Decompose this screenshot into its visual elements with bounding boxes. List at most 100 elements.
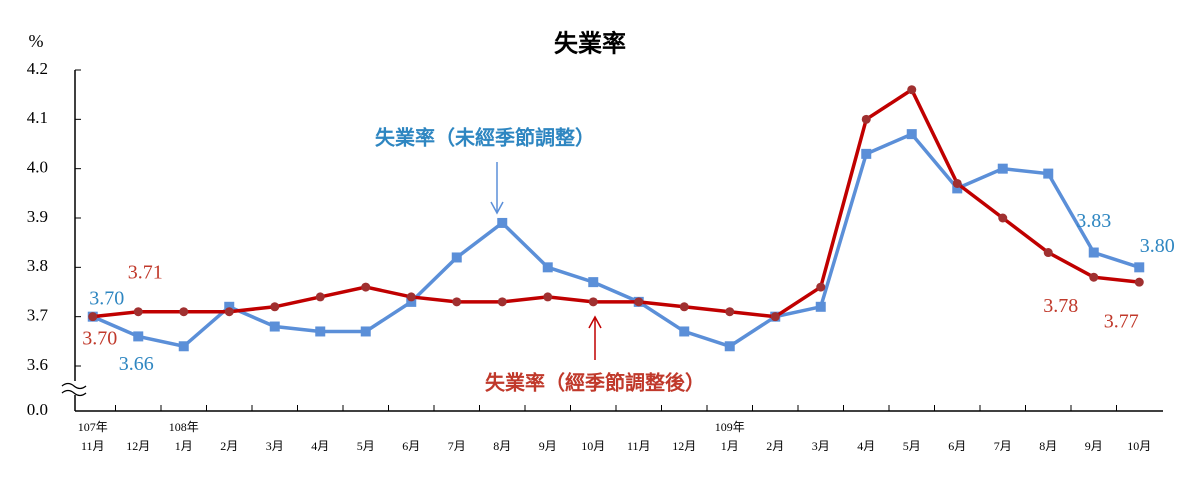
point	[679, 326, 690, 337]
series-line	[92, 132, 1140, 349]
x-tick-label: 4月	[857, 439, 875, 453]
point	[1043, 248, 1053, 258]
x-tick-label: 12月	[672, 439, 696, 453]
x-tick-label: 12月	[126, 439, 150, 453]
series-line	[92, 87, 1140, 319]
point	[861, 148, 872, 159]
point	[542, 262, 553, 273]
data-label: 3.70	[89, 287, 124, 309]
y-tick-label: 0.0	[27, 400, 48, 419]
chart-title: 失業率	[554, 30, 626, 58]
x-tick-label: 3月	[266, 439, 284, 453]
point	[1134, 262, 1145, 273]
x-tick-label: 7月	[448, 439, 466, 453]
point	[1134, 277, 1144, 287]
point	[1089, 272, 1099, 282]
point	[770, 312, 780, 322]
x-tick-label: 8月	[1039, 439, 1057, 453]
point	[270, 302, 280, 312]
point	[907, 85, 917, 95]
point	[179, 307, 189, 317]
x-tick-label: 6月	[948, 439, 966, 453]
point	[406, 296, 417, 307]
x-tick-label: 3月	[812, 439, 830, 453]
x-tick-label: 11月	[81, 439, 105, 453]
annotation-arrow-head	[588, 315, 602, 329]
series-annotation: 失業率（未經季節調整）	[375, 126, 595, 150]
x-tick-label: 1月	[175, 439, 193, 453]
point	[315, 326, 326, 337]
x-tick-label: 11月	[627, 439, 651, 453]
x-tick-label: 6月	[402, 439, 420, 453]
point	[906, 129, 917, 140]
series-annotation: 失業率（經季節調整後）	[485, 371, 705, 395]
point	[1043, 168, 1054, 179]
y-tick-label: 3.9	[27, 207, 48, 226]
y-tick-label: 4.2	[27, 59, 48, 78]
point	[133, 331, 144, 342]
x-tick-label: 4月	[311, 439, 329, 453]
point	[451, 252, 462, 263]
point	[133, 307, 143, 317]
point	[588, 297, 598, 307]
point	[224, 301, 235, 312]
series	[88, 85, 1144, 322]
data-label: 3.66	[119, 353, 154, 375]
point	[725, 307, 735, 317]
point	[815, 301, 826, 312]
year-label: 109年	[715, 420, 745, 434]
point	[1088, 247, 1099, 258]
point	[361, 282, 371, 292]
point	[269, 321, 280, 332]
x-tick-label: 5月	[903, 439, 921, 453]
point	[452, 297, 462, 307]
point	[360, 326, 371, 337]
y-tick-label: 4.0	[27, 158, 48, 177]
axis-break	[61, 381, 87, 397]
point	[224, 307, 234, 317]
x-tick-label: 8月	[493, 439, 511, 453]
point	[861, 114, 871, 124]
data-label: 3.70	[82, 327, 117, 349]
point	[178, 341, 189, 352]
point	[998, 213, 1008, 223]
data-label: 3.80	[1140, 235, 1175, 257]
annotation-arrow-head	[490, 201, 504, 215]
point	[952, 183, 963, 194]
year-label: 108年	[169, 420, 199, 434]
y-tick-label: 3.6	[27, 355, 48, 374]
data-label: 3.83	[1076, 210, 1111, 232]
point	[997, 163, 1008, 174]
y-tick-label: 3.8	[27, 256, 48, 275]
point	[724, 341, 735, 352]
point	[543, 292, 553, 302]
point	[816, 282, 826, 292]
data-label: 3.71	[128, 261, 163, 283]
point	[497, 217, 508, 228]
y-tick-label: 4.1	[27, 108, 48, 127]
x-tick-label: 2月	[220, 439, 238, 453]
x-tick-label: 7月	[994, 439, 1012, 453]
y-axis-label: %	[29, 31, 44, 51]
point	[406, 292, 416, 302]
point	[588, 277, 599, 288]
data-label: 3.77	[1104, 311, 1139, 333]
point	[497, 297, 507, 307]
point	[88, 312, 98, 322]
point	[679, 302, 689, 312]
x-tick-label: 10月	[581, 439, 605, 453]
x-tick-label: 9月	[1085, 439, 1103, 453]
x-tick-label: 2月	[766, 439, 784, 453]
x-tick-label: 9月	[539, 439, 557, 453]
point	[952, 178, 962, 188]
data-label: 3.78	[1043, 295, 1078, 317]
x-tick-label: 1月	[721, 439, 739, 453]
point	[315, 292, 325, 302]
series	[87, 129, 1145, 352]
x-tick-label: 5月	[357, 439, 375, 453]
y-tick-label: 3.7	[27, 306, 49, 325]
point	[634, 297, 644, 307]
x-tick-label: 10月	[1127, 439, 1151, 453]
year-label: 107年	[78, 420, 108, 434]
